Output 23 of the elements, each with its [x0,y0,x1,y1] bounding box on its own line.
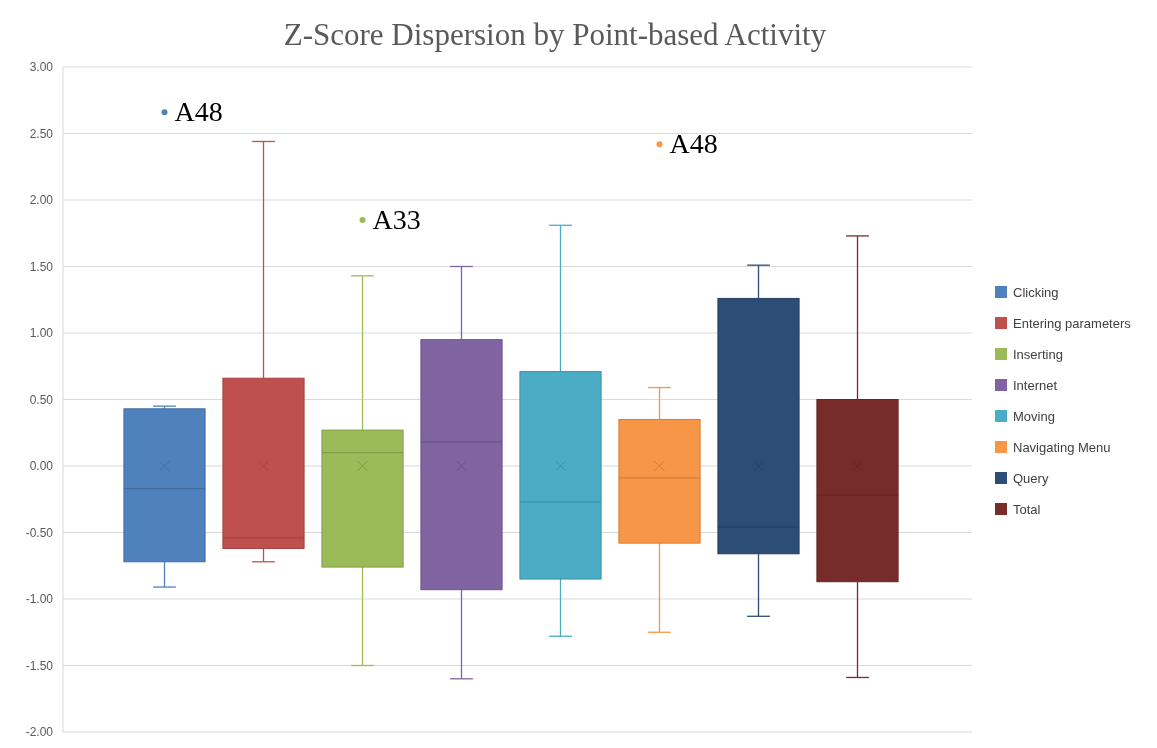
y-tick-label: -1.00 [25,592,54,607]
y-tick-label: -0.50 [25,525,54,540]
legend-label: Moving [1013,408,1055,424]
annotation: A33 [372,203,421,235]
y-tick-label: 1.00 [29,326,54,341]
legend-label: Navigating Menu [1013,439,1111,455]
y-tick-label: 0.50 [29,392,54,407]
legend-label: Internet [1013,377,1058,393]
y-tick-label: 3.00 [29,60,54,75]
legend-label: Entering parameters [1013,315,1132,331]
legend-label: Query [1013,470,1049,486]
chart-title: Z-Score Dispersion by Point-based Activity [283,17,827,52]
y-tick-label: 0.00 [29,459,54,474]
y-tick-label: -2.00 [25,725,54,740]
y-tick-label: 2.50 [29,126,54,141]
legend-label: Clicking [1013,284,1059,300]
annotation: A48 [174,96,223,128]
legend-label: Inserting [1013,346,1063,362]
annotation: A48 [669,128,718,160]
y-tick-label: -1.50 [25,658,54,673]
y-tick-label: 1.50 [29,259,54,274]
y-tick-label: 2.00 [29,193,54,208]
legend-label: Total [1013,501,1041,517]
